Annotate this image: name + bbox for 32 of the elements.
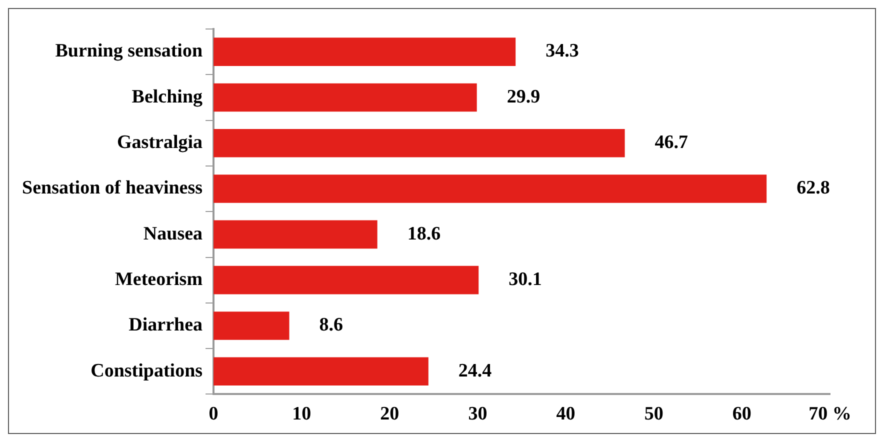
x-tick-label: 0 xyxy=(208,404,218,425)
data-label: 34.3 xyxy=(546,40,579,62)
x-tick-label: 70 % xyxy=(808,404,852,425)
data-label: 18.6 xyxy=(407,223,441,244)
y-tick-label: Nausea xyxy=(143,223,204,244)
bar xyxy=(214,83,477,112)
bar xyxy=(214,357,428,386)
bar xyxy=(214,128,625,158)
y-tick-label: Gastralgia xyxy=(117,132,204,154)
y-tick-label: Burning sensation xyxy=(55,40,203,62)
x-tick-label: 50 xyxy=(644,404,664,425)
y-tick-label: Meteorism xyxy=(114,268,203,290)
data-label: 30.1 xyxy=(508,268,542,290)
bar xyxy=(214,174,767,203)
y-tick-label: Diarrhea xyxy=(128,314,204,336)
x-tick-label: 20 xyxy=(380,404,400,425)
data-label: 46.7 xyxy=(654,132,689,154)
x-tick-label: 40 xyxy=(556,404,576,425)
y-tick-label: Sensation of heaviness xyxy=(22,178,203,199)
data-label: 24.4 xyxy=(458,360,492,382)
x-tick-label: 60 xyxy=(732,404,752,425)
bar xyxy=(214,38,516,66)
x-tick-label: 10 xyxy=(292,404,312,425)
data-label: 62.8 xyxy=(796,178,830,199)
y-tick-label: Belching xyxy=(132,86,204,108)
bar xyxy=(214,266,479,294)
data-label: 8.6 xyxy=(319,314,344,336)
bar xyxy=(214,312,290,340)
x-tick-label: 30 xyxy=(468,404,488,425)
data-label: 29.9 xyxy=(506,86,540,108)
y-tick-label: Constipations xyxy=(90,360,203,382)
bar xyxy=(214,220,378,249)
